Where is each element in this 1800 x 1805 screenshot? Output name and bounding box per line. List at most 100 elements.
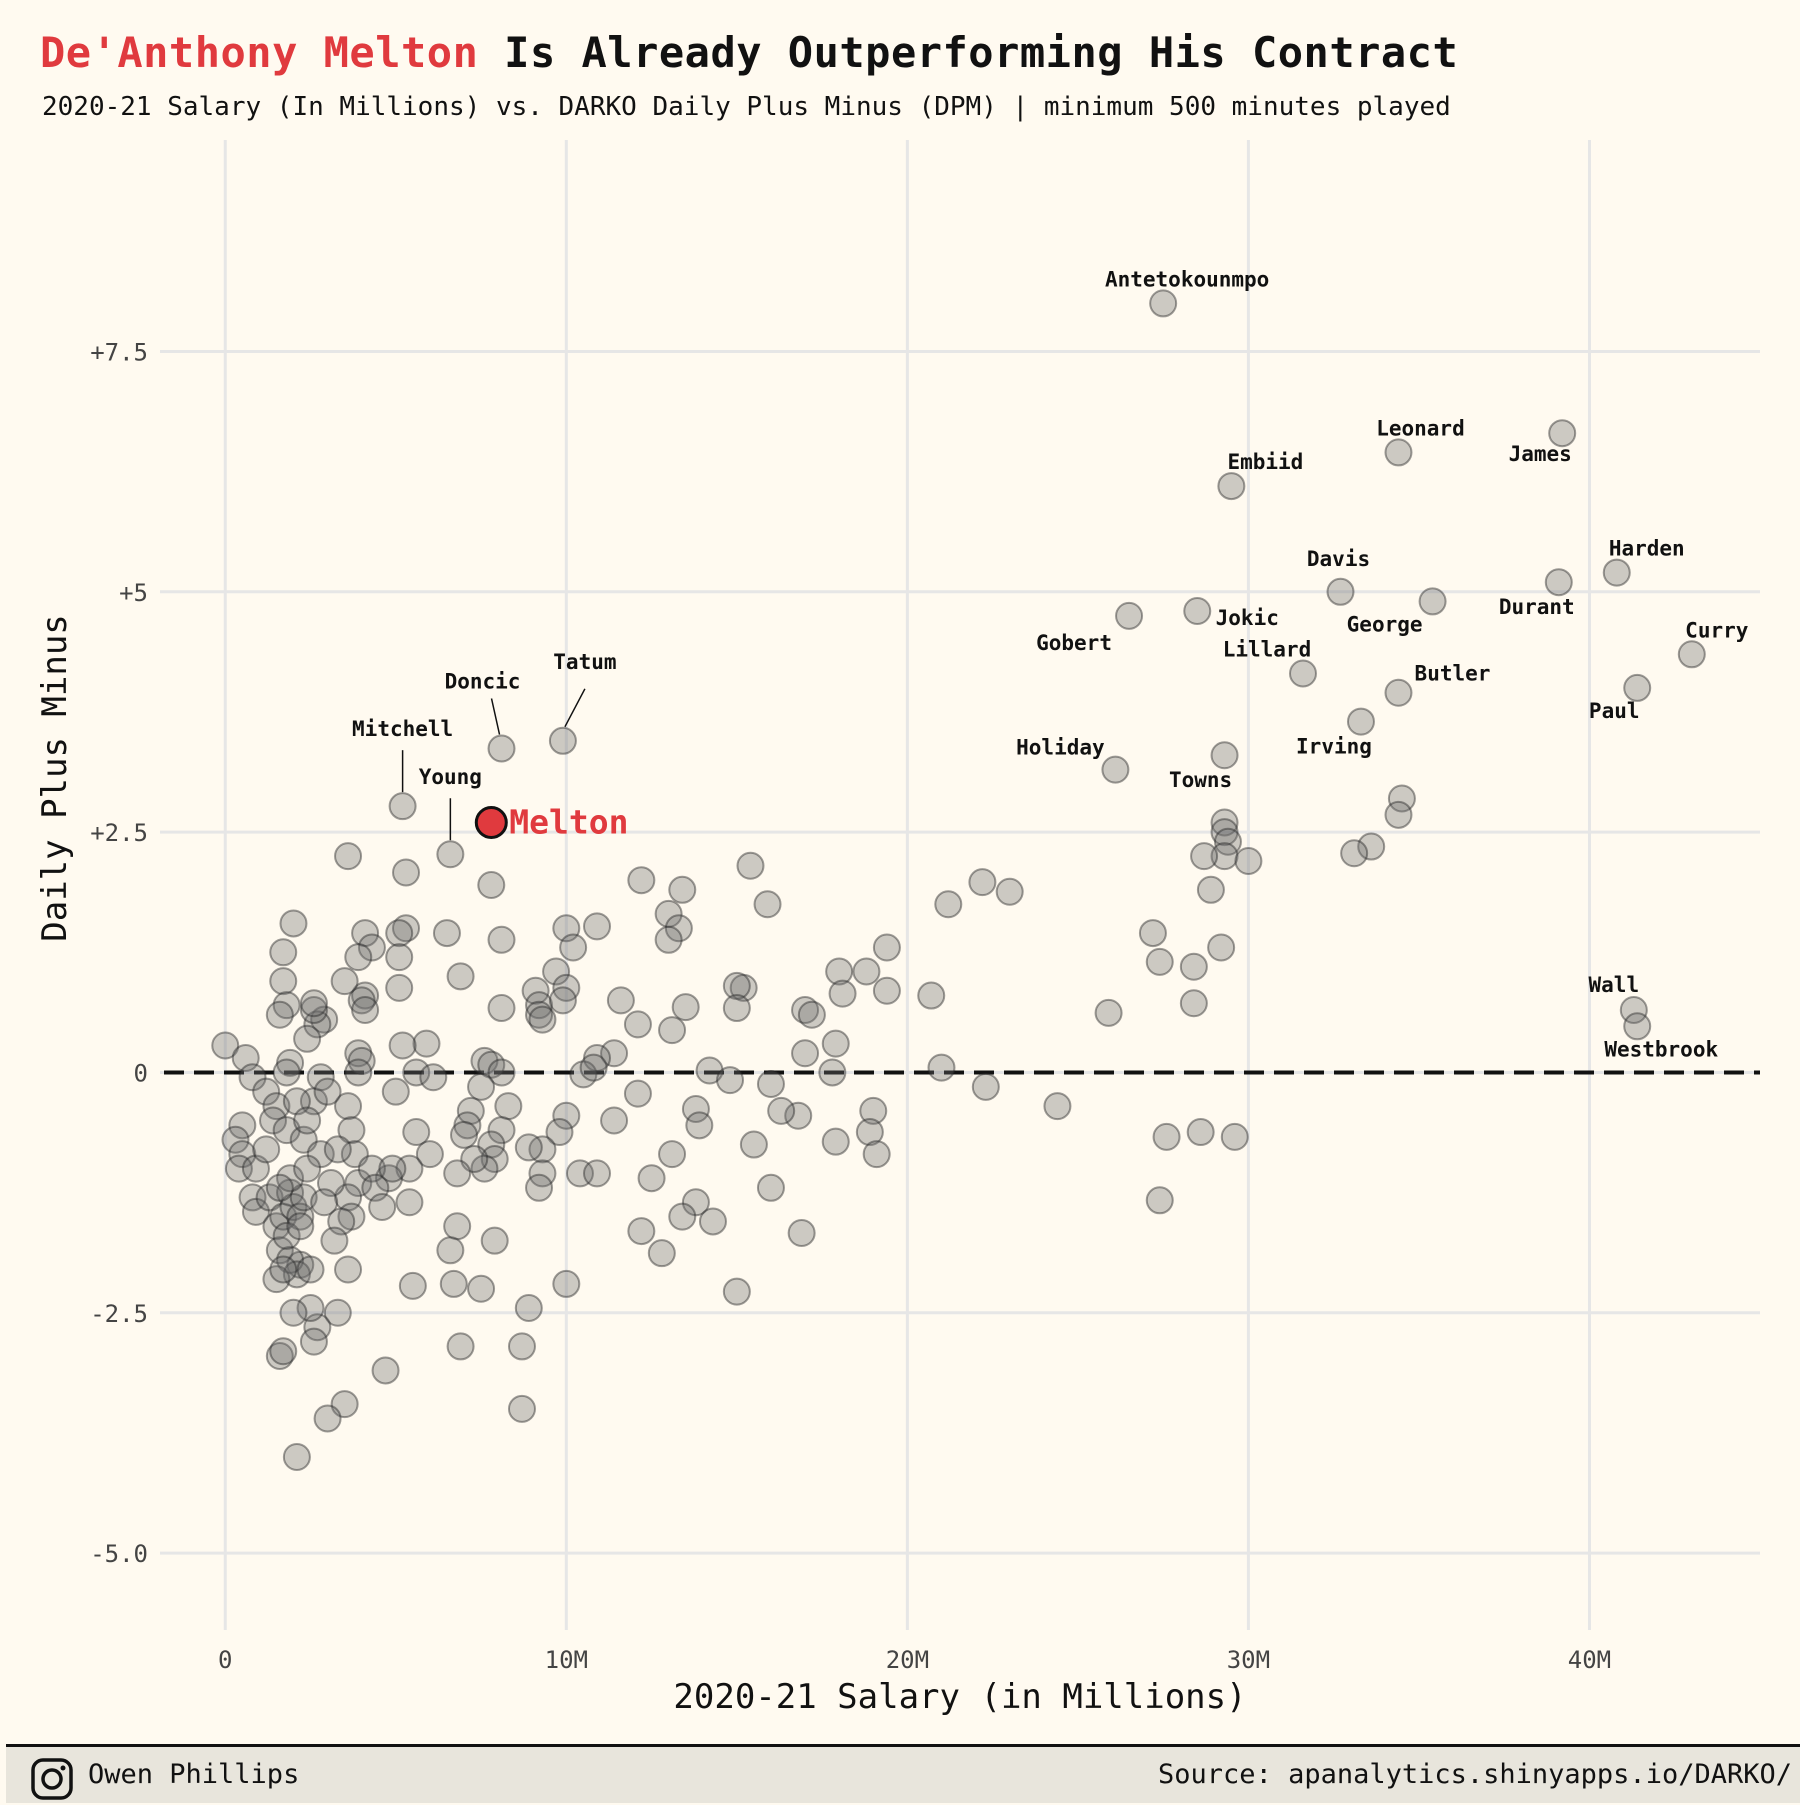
player-point xyxy=(337,1202,366,1231)
player-point xyxy=(548,986,577,1015)
player-point xyxy=(351,995,380,1024)
melton-highlight-point xyxy=(474,806,508,840)
player-point xyxy=(1220,1122,1249,1151)
player-point xyxy=(722,994,751,1023)
player-point xyxy=(460,1144,489,1173)
player-point xyxy=(542,957,571,986)
player-point xyxy=(385,943,414,972)
player-point xyxy=(487,925,516,954)
player-point xyxy=(334,1255,363,1284)
player-point xyxy=(224,1154,253,1183)
player-point xyxy=(340,1140,369,1169)
player-point xyxy=(337,1116,366,1145)
player-point xyxy=(402,1058,431,1087)
player-point xyxy=(579,1053,608,1082)
player-point xyxy=(627,866,656,895)
player-point xyxy=(299,1327,328,1356)
player-point xyxy=(647,1239,676,1268)
player-point xyxy=(228,1111,257,1140)
player-point xyxy=(238,1063,267,1092)
player-label: Harden xyxy=(1609,537,1685,561)
player-point xyxy=(552,1101,581,1130)
footer: Owen Phillips Source: apanalytics.shinya… xyxy=(6,1744,1800,1803)
player-point xyxy=(323,1298,352,1327)
player-point xyxy=(344,1039,373,1068)
labeled-player-point xyxy=(1623,1012,1652,1041)
player-point xyxy=(334,1183,363,1212)
player-point xyxy=(269,1337,298,1366)
y-tick-label: +2.5 xyxy=(90,819,148,847)
player-point xyxy=(1190,842,1219,871)
player-point xyxy=(623,1079,652,1108)
player-point xyxy=(583,1159,612,1188)
player-point xyxy=(552,914,581,943)
player-point xyxy=(276,1245,305,1274)
player-label: Lillard xyxy=(1223,638,1312,662)
player-point xyxy=(722,971,751,1000)
player-point xyxy=(327,1207,356,1236)
player-point xyxy=(756,1173,785,1202)
player-point xyxy=(1179,989,1208,1018)
player-point xyxy=(299,1087,328,1116)
labeled-player-point xyxy=(388,792,417,821)
labeled-player-point xyxy=(1544,568,1573,597)
player-point xyxy=(545,1118,574,1147)
player-point xyxy=(334,1092,363,1121)
player-point xyxy=(330,1390,359,1419)
x-tick-label: 10M xyxy=(545,1646,588,1674)
player-point xyxy=(1213,827,1242,856)
player-point xyxy=(487,1116,516,1145)
player-label: George xyxy=(1347,612,1423,636)
player-point xyxy=(470,1046,499,1075)
player-point xyxy=(344,1058,373,1087)
player-point xyxy=(525,1000,554,1029)
player-point xyxy=(385,973,414,1002)
scatter-chart: 0 10M 20M 30M 40M -5.0 -2.5 0 +2.5 +5 +7.5 Daily P… xyxy=(35,140,1760,1717)
player-point xyxy=(470,1154,499,1183)
player-point xyxy=(767,1096,796,1125)
player-point xyxy=(221,1125,250,1154)
labeled-player-point xyxy=(1115,601,1144,630)
player-point xyxy=(528,1005,557,1034)
player-point xyxy=(668,875,697,904)
player-point xyxy=(753,890,782,919)
player-point xyxy=(262,1092,291,1121)
player-point xyxy=(654,925,683,954)
player-point xyxy=(525,991,554,1020)
grid-lines: 0 10M 20M 30M 40M -5.0 -2.5 0 +2.5 +5 +7.5 xyxy=(90,140,1760,1674)
player-point xyxy=(320,1226,349,1255)
player-point xyxy=(828,979,857,1008)
player-point xyxy=(443,1212,472,1241)
player-point xyxy=(600,1106,629,1135)
player-point xyxy=(1340,839,1369,868)
player-point xyxy=(282,1087,311,1116)
player-point xyxy=(1207,933,1236,962)
player-label: Westbrook xyxy=(1604,1037,1718,1061)
player-point xyxy=(381,1077,410,1106)
player-point xyxy=(480,1144,509,1173)
player-point xyxy=(664,914,693,943)
player-point xyxy=(606,986,635,1015)
player-point xyxy=(736,851,765,880)
player-point xyxy=(334,842,363,871)
player-point xyxy=(821,1029,850,1058)
point-labels: Antetokounmpo James Leonard Embiid Harden Dur… xyxy=(352,267,1749,1061)
player-point xyxy=(1210,808,1239,837)
player-point xyxy=(289,1125,318,1154)
player-point xyxy=(279,1193,308,1222)
player-point xyxy=(276,1164,305,1193)
player-label: Mitchell xyxy=(352,717,453,741)
player-point xyxy=(371,1356,400,1385)
player-point xyxy=(412,1029,441,1058)
player-point xyxy=(1210,818,1239,847)
player-point xyxy=(681,1188,710,1217)
player-point xyxy=(565,1159,594,1188)
player-point xyxy=(862,1140,891,1169)
player-point xyxy=(378,1154,407,1183)
player-point xyxy=(507,1394,536,1423)
scatter-points xyxy=(211,289,1706,1471)
player-label: Tatum xyxy=(553,650,616,674)
player-point xyxy=(681,1094,710,1123)
player-point xyxy=(1387,784,1416,813)
player-point xyxy=(821,1127,850,1156)
